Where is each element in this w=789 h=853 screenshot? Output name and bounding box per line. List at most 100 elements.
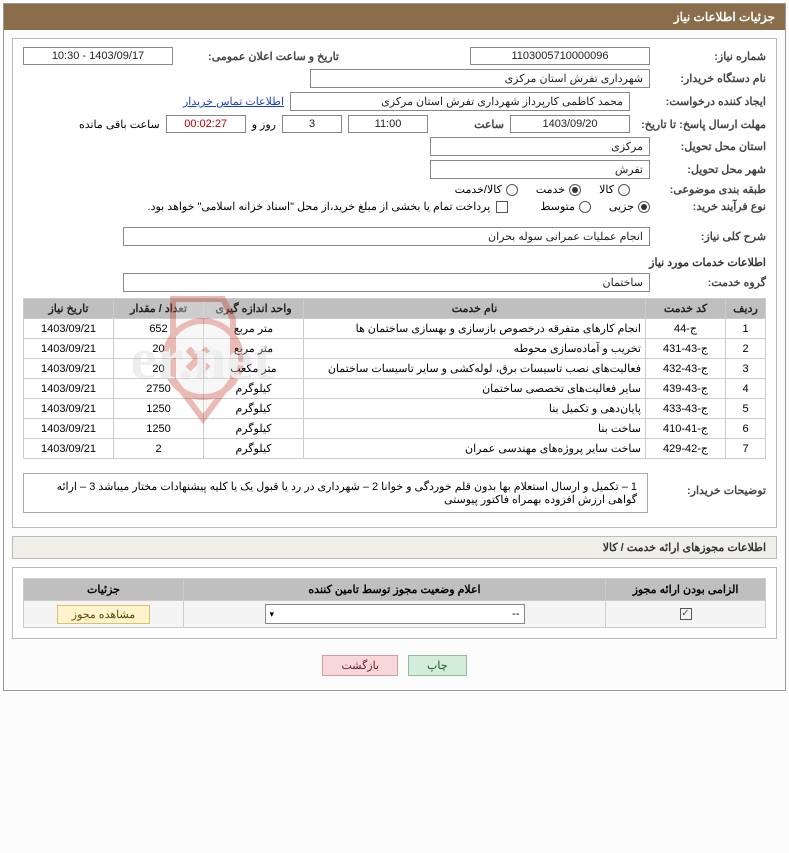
license-panel: الزامی بودن ارائه مجوز اعلام وضعیت مجوز … xyxy=(12,567,777,639)
cell-n: 4 xyxy=(726,379,766,399)
cell-name: ساخت سایر پروژه‌های مهندسی عمران xyxy=(304,439,646,459)
buyer-device-label: نام دستگاه خریدار: xyxy=(656,72,766,85)
outer-container: جزئیات اطلاعات نیاز AriaTender.net شماره… xyxy=(3,3,786,691)
countdown-value: 00:02:27 xyxy=(166,115,246,133)
deadline-date: 1403/09/20 xyxy=(510,115,630,133)
th-qty: تعداد / مقدار xyxy=(114,299,204,319)
treasury-checkbox[interactable] xyxy=(496,201,508,213)
cell-unit: متر مکعب xyxy=(204,359,304,379)
cell-unit: کیلوگرم xyxy=(204,379,304,399)
panel-title: جزئیات اطلاعات نیاز xyxy=(674,10,775,24)
th-code: کد خدمت xyxy=(646,299,726,319)
cell-name: انجام کارهای متفرقه درخصوص بازسازی و بهس… xyxy=(304,319,646,339)
cell-name: سایر فعالیت‌های تخصصی ساختمان xyxy=(304,379,646,399)
cell-unit: متر مربع xyxy=(204,339,304,359)
cell-n: 7 xyxy=(726,439,766,459)
view-license-button[interactable]: مشاهده مجوز xyxy=(57,605,150,624)
cell-n: 6 xyxy=(726,419,766,439)
cell-name: پایان‌دهی و تکمیل بنا xyxy=(304,399,646,419)
cell-date: 1403/09/21 xyxy=(24,379,114,399)
license-section-header: اطلاعات مجوزهای ارائه خدمت / کالا xyxy=(12,536,777,559)
main-panel: AriaTender.net شماره نیاز: 1103005710000… xyxy=(12,38,777,528)
request-creator-value: محمد کاظمی کارپرداز شهرداری تفرش استان م… xyxy=(290,92,630,111)
cell-name: فعالیت‌های نصب تاسیسات برق، لوله‌کشی و س… xyxy=(304,359,646,379)
public-date-label: تاریخ و ساعت اعلان عمومی: xyxy=(179,50,339,63)
service-group-value: ساختمان xyxy=(123,273,650,292)
buyer-notes-box: 1 – تکمیل و ارسال استعلام بها بدون قلم خ… xyxy=(23,473,648,513)
days-label: روز و xyxy=(252,118,276,131)
radio-partial[interactable]: جزیی xyxy=(609,200,650,213)
mandatory-checkbox[interactable] xyxy=(680,608,692,620)
th-name: نام خدمت xyxy=(304,299,646,319)
select-placeholder: -- xyxy=(512,608,519,620)
cell-unit: کیلوگرم xyxy=(204,399,304,419)
deadline-hour: 11:00 xyxy=(348,115,428,133)
services-info-title: اطلاعات خدمات مورد نیاز xyxy=(23,256,766,269)
deadline-label: مهلت ارسال پاسخ: تا تاریخ: xyxy=(636,118,766,131)
overall-desc-value: انجام عملیات عمرانی سوله بحران xyxy=(123,227,650,246)
cell-date: 1403/09/21 xyxy=(24,419,114,439)
th-mandatory: الزامی بودن ارائه مجوز xyxy=(606,579,766,601)
purchase-type-group: جزیی متوسط xyxy=(540,200,650,213)
hour-label: ساعت xyxy=(434,118,504,131)
cell-code: ج-43-432 xyxy=(646,359,726,379)
cell-code: ج-43-439 xyxy=(646,379,726,399)
purchase-type-label: نوع فرآیند خرید: xyxy=(656,200,766,213)
cell-name: تخریب و آماده‌سازی محوطه xyxy=(304,339,646,359)
radio-service[interactable]: خدمت xyxy=(536,183,581,196)
cell-unit: کیلوگرم xyxy=(204,419,304,439)
cell-date: 1403/09/21 xyxy=(24,439,114,459)
table-row: 6ج-41-410ساخت بناکیلوگرم12501403/09/21 xyxy=(24,419,766,439)
th-status: اعلام وضعیت مجوز توسط تامین کننده xyxy=(184,579,606,601)
back-button[interactable]: بازگشت xyxy=(322,655,398,676)
cell-qty: 2 xyxy=(114,439,204,459)
cell-code: ج-41-410 xyxy=(646,419,726,439)
cell-date: 1403/09/21 xyxy=(24,359,114,379)
cell-n: 5 xyxy=(726,399,766,419)
cell-date: 1403/09/21 xyxy=(24,319,114,339)
cell-n: 1 xyxy=(726,319,766,339)
table-row: 7ج-42-429ساخت سایر پروژه‌های مهندسی عمرا… xyxy=(24,439,766,459)
radio-goods[interactable]: کالا xyxy=(599,183,630,196)
service-group-label: گروه خدمت: xyxy=(656,276,766,289)
table-row: 5ج-43-433پایان‌دهی و تکمیل بناکیلوگرم125… xyxy=(24,399,766,419)
status-select[interactable]: -- ▾ xyxy=(265,604,525,624)
cell-qty: 1250 xyxy=(114,399,204,419)
cell-code: ج-43-431 xyxy=(646,339,726,359)
cell-unit: متر مربع xyxy=(204,319,304,339)
remaining-label: ساعت باقی مانده xyxy=(79,118,160,131)
need-number-label: شماره نیاز: xyxy=(656,50,766,63)
cell-date: 1403/09/21 xyxy=(24,339,114,359)
cell-qty: 652 xyxy=(114,319,204,339)
subject-class-label: طبقه بندی موضوعی: xyxy=(636,183,766,196)
print-button[interactable]: چاپ xyxy=(408,655,467,676)
th-unit: واحد اندازه گیری xyxy=(204,299,304,319)
radio-both[interactable]: کالا/خدمت xyxy=(455,183,518,196)
public-date-value: 1403/09/17 - 10:30 xyxy=(23,47,173,65)
payment-note: پرداخت تمام یا بخشی از مبلغ خرید،از محل … xyxy=(148,200,491,213)
cell-qty: 20 xyxy=(114,359,204,379)
buyer-contact-link[interactable]: اطلاعات تماس خریدار xyxy=(183,95,284,108)
cell-n: 2 xyxy=(726,339,766,359)
table-row: 2ج-43-431تخریب و آماده‌سازی محوطهمتر مرب… xyxy=(24,339,766,359)
th-date: تاریخ نیاز xyxy=(24,299,114,319)
days-value: 3 xyxy=(282,115,342,133)
th-row: ردیف xyxy=(726,299,766,319)
cell-name: ساخت بنا xyxy=(304,419,646,439)
th-details: جزئیات xyxy=(24,579,184,601)
delivery-province-label: استان محل تحویل: xyxy=(656,140,766,153)
panel-header: جزئیات اطلاعات نیاز xyxy=(4,4,785,30)
cell-code: ج-42-429 xyxy=(646,439,726,459)
overall-desc-label: شرح کلی نیاز: xyxy=(656,230,766,243)
radio-medium[interactable]: متوسط xyxy=(540,200,591,213)
buyer-device-value: شهرداری تفرش استان مرکزی xyxy=(310,69,650,88)
cell-n: 3 xyxy=(726,359,766,379)
table-row: 1ج-44انجام کارهای متفرقه درخصوص بازسازی … xyxy=(24,319,766,339)
delivery-city-label: شهر محل تحویل: xyxy=(656,163,766,176)
license-row: -- ▾ مشاهده مجوز xyxy=(24,601,766,628)
cell-date: 1403/09/21 xyxy=(24,399,114,419)
cell-code: ج-43-433 xyxy=(646,399,726,419)
delivery-city-value: تفرش xyxy=(430,160,650,179)
buyer-notes-label: توضیحات خریدار: xyxy=(656,484,766,497)
cell-unit: کیلوگرم xyxy=(204,439,304,459)
